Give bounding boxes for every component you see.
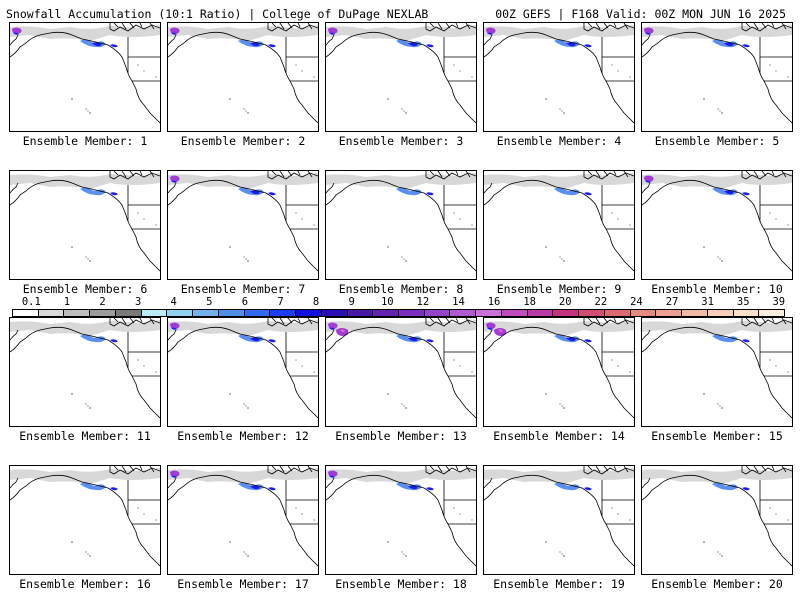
colorbar-segment: [656, 310, 683, 316]
colorbar-segment: [296, 310, 322, 316]
colorbar-segment: [13, 310, 39, 316]
ensemble-member-label: Ensemble Member: 2: [180, 134, 306, 148]
colorbar-segment: [38, 310, 65, 316]
ensemble-member-label: Ensemble Member: 20: [651, 577, 783, 591]
ensemble-member-map: [641, 317, 793, 427]
colorbar-segment: [527, 310, 554, 316]
colorbar-segment: [630, 310, 657, 316]
ensemble-member-label: Ensemble Member: 9: [496, 282, 622, 296]
ensemble-member-map: [483, 170, 635, 280]
colorbar-tick-label: 1: [63, 296, 71, 308]
colorbar-tick-label: 6: [241, 296, 249, 308]
ensemble-member-map: [9, 22, 161, 132]
colorbar-segment: [476, 310, 502, 316]
ensemble-member-map: [9, 170, 161, 280]
colorbar-tick-label: 8: [312, 296, 320, 308]
ensemble-member-map: [167, 317, 319, 427]
colorbar-segment: [270, 310, 297, 316]
ensemble-member-map: [325, 465, 477, 575]
colorbar-segment: [604, 310, 631, 316]
colorbar-segment: [450, 310, 477, 316]
colorbar-tick-label: 0.1: [21, 296, 41, 308]
colorbar-segment: [141, 310, 168, 316]
colorbar-segment: [64, 310, 91, 316]
ensemble-member-label: Ensemble Member: 12: [177, 429, 309, 443]
colorbar-segment: [218, 310, 245, 316]
colorbar-segment: [90, 310, 116, 316]
colorbar-segment: [759, 310, 785, 316]
ensemble-member-label: Ensemble Member: 14: [493, 429, 625, 443]
ensemble-member-label: Ensemble Member: 10: [651, 282, 783, 296]
colorbar-tick-label: 12: [416, 296, 430, 308]
chart-title: Snowfall Accumulation (10:1 Ratio) | Col…: [6, 7, 429, 21]
ensemble-member-map: [325, 22, 477, 132]
colorbar-tick-label: 3: [134, 296, 142, 308]
colorbar-tick-label: 39: [772, 296, 786, 308]
ensemble-member-label: Ensemble Member: 6: [22, 282, 148, 296]
colorbar-tick-label: 14: [452, 296, 465, 308]
colorbar-segment: [553, 310, 580, 316]
ensemble-member-label: Ensemble Member: 19: [493, 577, 625, 591]
colorbar-tick-label: 2: [99, 296, 106, 308]
ensemble-member-map: [325, 317, 477, 427]
colorbar-segment: [373, 310, 400, 316]
ensemble-member-label: Ensemble Member: 7: [180, 282, 306, 296]
ensemble-member-map: [325, 170, 477, 280]
colorbar-tick-label: 22: [594, 296, 608, 308]
ensemble-member-label: Ensemble Member: 11: [19, 429, 151, 443]
ensemble-member-label: Ensemble Member: 3: [338, 134, 464, 148]
model-run-info: 00Z GEFS | F168 Valid: 00Z MON JUN 16 20…: [495, 7, 786, 21]
ensemble-member-label: Ensemble Member: 15: [651, 429, 783, 443]
ensemble-member-label: Ensemble Member: 4: [496, 134, 622, 148]
ensemble-member-label: Ensemble Member: 1: [22, 134, 148, 148]
colorbar-tick-label: 4: [170, 296, 177, 308]
snowfall-colorbar: [12, 309, 785, 317]
colorbar-tick-label: 31: [701, 296, 714, 308]
colorbar-segment: [682, 310, 708, 316]
ensemble-member-map: [483, 465, 635, 575]
colorbar-segment: [424, 310, 451, 316]
ensemble-member-label: Ensemble Member: 5: [654, 134, 780, 148]
ensemble-member-map: [167, 170, 319, 280]
ensemble-member-label: Ensemble Member: 8: [338, 282, 464, 296]
ensemble-member-map: [9, 317, 161, 427]
ensemble-member-map: [483, 317, 635, 427]
colorbar-tick-label: 10: [380, 296, 394, 308]
colorbar-segment: [707, 310, 734, 316]
colorbar-segment: [167, 310, 194, 316]
ensemble-member-label: Ensemble Member: 16: [19, 577, 151, 591]
ensemble-member-label: Ensemble Member: 18: [335, 577, 467, 591]
colorbar-tick-label: 24: [630, 296, 643, 308]
colorbar-tick-label: 20: [558, 296, 572, 308]
colorbar-tick-label: 18: [523, 296, 536, 308]
colorbar-segment: [115, 310, 142, 316]
ensemble-member-map: [641, 170, 793, 280]
ensemble-member-label: Ensemble Member: 17: [177, 577, 309, 591]
ensemble-member-map: [9, 465, 161, 575]
colorbar-segment: [347, 310, 374, 316]
colorbar-tick-label: 16: [487, 296, 501, 308]
colorbar-segment: [193, 310, 219, 316]
colorbar-segment: [399, 310, 425, 316]
ensemble-member-map: [641, 22, 793, 132]
colorbar-tick-label: 9: [348, 296, 355, 308]
colorbar-tick-label: 7: [277, 296, 284, 308]
colorbar-segment: [244, 310, 271, 316]
colorbar-segment: [733, 310, 760, 316]
ensemble-member-map: [483, 22, 635, 132]
ensemble-member-label: Ensemble Member: 13: [335, 429, 467, 443]
ensemble-member-map: [167, 22, 319, 132]
colorbar-segment: [579, 310, 605, 316]
colorbar-tick-label: 5: [206, 296, 213, 308]
colorbar-tick-label: 35: [736, 296, 750, 308]
ensemble-member-map: [167, 465, 319, 575]
colorbar-segment: [501, 310, 528, 316]
colorbar-tick-label: 27: [665, 296, 679, 308]
colorbar-segment: [321, 310, 348, 316]
ensemble-member-map: [641, 465, 793, 575]
